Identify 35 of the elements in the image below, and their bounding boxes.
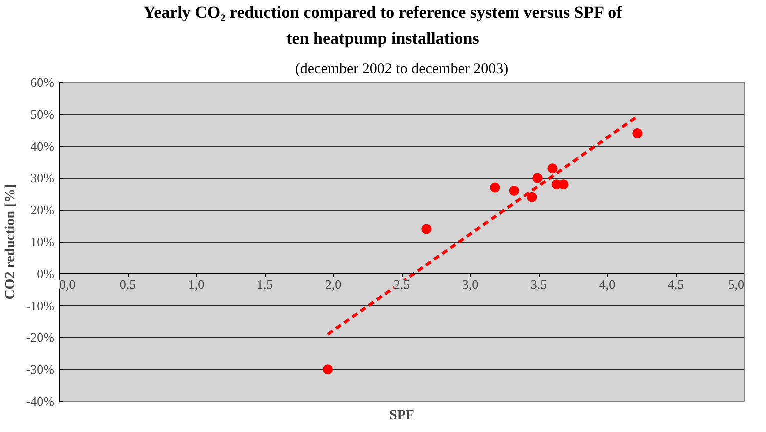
point <box>548 164 558 174</box>
y-tick-label: 60% <box>30 75 55 90</box>
y-tick-label: 0% <box>37 266 55 282</box>
x-tick-label: 2,5 <box>394 276 410 292</box>
chart-title: Yearly CO₂ reduction compared to reference system versus SPF of ten heatpump installations <box>144 2 622 50</box>
x-tick-label: 5,0 <box>728 276 744 292</box>
y-tick-label: 40% <box>30 138 55 154</box>
point <box>558 180 569 190</box>
y-tick-label: 20% <box>30 202 55 218</box>
chart-subtitle: (december 2002 to december 2003) <box>295 62 509 78</box>
point <box>509 186 520 196</box>
point <box>527 192 538 202</box>
point <box>490 182 500 193</box>
y-tick-label: -40% <box>26 394 55 409</box>
x-tick-label: 1,5 <box>256 276 274 292</box>
x-tick-label: 0,5 <box>120 276 136 292</box>
y-tick-label: -30% <box>26 362 55 378</box>
x-tick-label: 4,5 <box>668 276 684 292</box>
point <box>323 364 334 375</box>
y-tick-label: -20% <box>26 330 55 346</box>
x-tick-label: 2,0 <box>325 276 342 292</box>
x-axis-title: SPF <box>390 408 414 424</box>
point <box>632 128 643 139</box>
point <box>532 173 543 184</box>
point <box>422 224 432 234</box>
y-tick-label: 50% <box>30 106 55 122</box>
x-tick-label: 0,0 <box>60 276 76 292</box>
y-tick-label: -10% <box>26 298 55 314</box>
y-tick-label: 10% <box>30 234 55 250</box>
y-axis-title: CO2 reduction [%] <box>3 184 18 300</box>
x-tick-label: 1,0 <box>188 276 205 292</box>
y-tick-label: 30% <box>30 170 55 186</box>
x-tick-label: 3,5 <box>530 276 548 292</box>
x-tick-label: 4,0 <box>599 276 616 292</box>
x-tick-label: 3,0 <box>462 276 479 292</box>
